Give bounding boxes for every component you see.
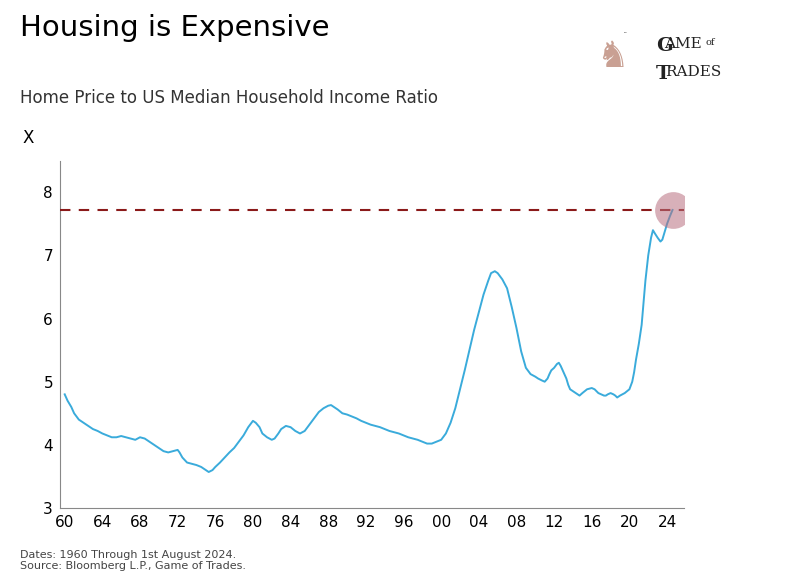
Text: RADES: RADES bbox=[665, 65, 721, 79]
Text: Housing is Expensive: Housing is Expensive bbox=[20, 14, 330, 42]
Text: Home Price to US Median Household Income Ratio: Home Price to US Median Household Income… bbox=[20, 89, 438, 107]
Text: X: X bbox=[22, 129, 34, 147]
Text: G: G bbox=[656, 37, 673, 55]
Text: T: T bbox=[656, 65, 670, 83]
Text: AME: AME bbox=[664, 37, 702, 51]
Text: ♞: ♞ bbox=[596, 40, 628, 75]
Text: Gᴀᴍᴇ: Gᴀᴍᴇ bbox=[624, 32, 628, 33]
Point bbox=[666, 205, 679, 215]
Text: of: of bbox=[706, 38, 715, 48]
Text: Dates: 1960 Through 1st August 2024.
Source: Bloomberg L.P., Game of Trades.: Dates: 1960 Through 1st August 2024. Sou… bbox=[20, 549, 246, 571]
